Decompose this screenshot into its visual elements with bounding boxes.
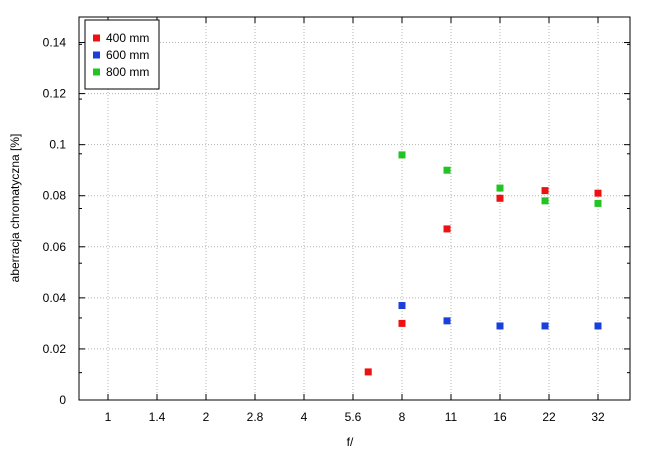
x-tick-label: 8 <box>399 410 406 424</box>
data-point <box>594 199 602 207</box>
data-point <box>541 197 549 205</box>
series-3 <box>398 151 602 207</box>
y-tick-label: 0.1 <box>49 138 66 152</box>
x-axis-title: f/ <box>347 435 354 449</box>
data-point <box>496 194 504 202</box>
y-tick-label: 0.14 <box>43 36 67 50</box>
y-tick-label: 0.08 <box>43 189 67 203</box>
legend-label: 600 mm <box>106 48 149 62</box>
x-tick-label: 32 <box>591 410 605 424</box>
data-point <box>398 302 406 310</box>
data-point <box>364 368 372 376</box>
series-1 <box>364 187 602 376</box>
plot-area <box>79 17 630 400</box>
y-tick-label: 0.06 <box>43 240 67 254</box>
y-tick-label: 0.02 <box>43 342 67 356</box>
data-point <box>443 225 451 233</box>
y-tick-label: 0 <box>59 393 66 407</box>
x-axis-ticks: 1 1.4 2 2.8 4 5.6 8 11 16 22 32 <box>105 17 605 424</box>
data-point <box>541 322 549 330</box>
x-tick-label: 11 <box>445 410 458 424</box>
data-point <box>541 187 549 195</box>
grid <box>79 17 630 400</box>
x-tick-label: 2.8 <box>247 410 264 424</box>
data-point <box>443 317 451 325</box>
x-tick-label: 5.6 <box>345 410 362 424</box>
x-tick-label: 22 <box>542 410 556 424</box>
legend-marker <box>93 68 100 76</box>
plot-frame <box>78 16 631 401</box>
data-point <box>496 322 504 330</box>
legend-marker <box>93 51 100 59</box>
y-tick-label: 0.12 <box>43 87 67 101</box>
data-point <box>594 322 602 330</box>
legend: 400 mm 600 mm 800 mm <box>84 19 160 90</box>
x-tick-label: 4 <box>301 410 308 424</box>
data-points <box>364 151 602 376</box>
x-tick-label: 1.4 <box>149 410 166 424</box>
x-tick-label: 16 <box>493 410 507 424</box>
data-point <box>594 189 602 197</box>
y-axis-ticks: 0 0.02 0.04 0.06 0.08 0.1 0.12 0.14 <box>43 36 630 407</box>
y-axis-title: aberracja chromatyczna [%] <box>8 134 22 283</box>
data-point <box>398 319 406 327</box>
data-point <box>443 166 451 174</box>
legend-label: 400 mm <box>106 31 149 45</box>
x-tick-label: 2 <box>203 410 210 424</box>
series-2 <box>398 302 602 330</box>
legend-label: 800 mm <box>106 65 149 79</box>
legend-marker <box>93 34 100 42</box>
data-point <box>398 151 406 159</box>
data-point <box>496 184 504 192</box>
y-tick-label: 0.04 <box>43 291 67 305</box>
x-tick-label: 1 <box>105 410 112 424</box>
